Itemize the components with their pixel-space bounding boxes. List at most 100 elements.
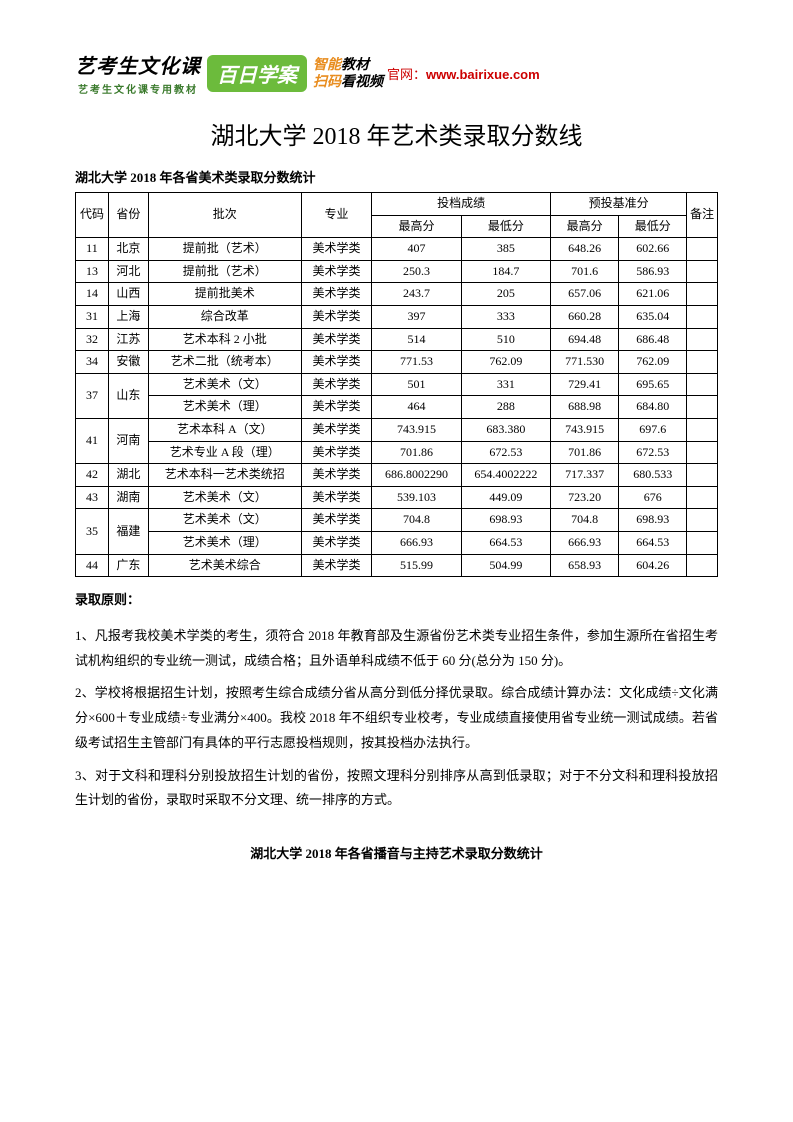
cell-score-high: 686.8002290 <box>372 464 461 487</box>
cell-base-low: 602.66 <box>619 238 687 261</box>
table-row: 44广东艺术美术综合美术学类515.99504.99658.93604.26 <box>76 554 718 577</box>
cell-note <box>687 328 718 351</box>
cell-major: 美术学类 <box>301 554 372 577</box>
cell-major: 美术学类 <box>301 238 372 261</box>
cell-base-low: 621.06 <box>619 283 687 306</box>
banner-green-badge: 百日学案 <box>207 55 307 92</box>
cell-base-high: 657.06 <box>551 283 619 306</box>
page-title: 湖北大学 2018 年艺术类录取分数线 <box>75 116 718 151</box>
cell-code: 34 <box>76 351 109 374</box>
cell-base-high: 771.530 <box>551 351 619 374</box>
cell-code: 31 <box>76 305 109 328</box>
table-row: 35福建艺术美术（文）美术学类704.8698.93704.8698.93 <box>76 509 718 532</box>
cell-code: 11 <box>76 238 109 261</box>
cell-base-low: 586.93 <box>619 260 687 283</box>
table-row: 艺术美术（理）美术学类666.93664.53666.93664.53 <box>76 531 718 554</box>
cell-batch: 综合改革 <box>148 305 301 328</box>
cell-major: 美术学类 <box>301 418 372 441</box>
cell-prov: 湖北 <box>108 464 148 487</box>
cell-score-low: 698.93 <box>461 509 550 532</box>
cell-batch: 艺术本科一艺术类统招 <box>148 464 301 487</box>
cell-base-low: 697.6 <box>619 418 687 441</box>
cell-score-high: 407 <box>372 238 461 261</box>
cell-score-low: 762.09 <box>461 351 550 374</box>
cell-note <box>687 486 718 509</box>
rule-1: 1、凡报考我校美术学类的考生，须符合 2018 年教育部及生源省份艺术类专业招生… <box>75 624 718 673</box>
cell-code: 32 <box>76 328 109 351</box>
cell-prov: 山西 <box>108 283 148 306</box>
official-site: 官网：www.bairixue.com <box>387 64 540 83</box>
gw-label: 官网： <box>387 67 426 82</box>
cell-note <box>687 464 718 487</box>
cell-score-high: 704.8 <box>372 509 461 532</box>
table-row: 37山东艺术美术（文）美术学类501331729.41695.65 <box>76 373 718 396</box>
th-major: 专业 <box>301 193 372 238</box>
cell-score-low: 664.53 <box>461 531 550 554</box>
cell-base-low: 695.65 <box>619 373 687 396</box>
cell-prov: 河南 <box>108 418 148 463</box>
cell-base-high: 723.20 <box>551 486 619 509</box>
cell-note <box>687 531 718 554</box>
cell-note <box>687 283 718 306</box>
cell-note <box>687 351 718 374</box>
gw-link[interactable]: www.bairixue.com <box>426 67 540 82</box>
table-row: 艺术专业 A 段（理）美术学类701.86672.53701.86672.53 <box>76 441 718 464</box>
cell-batch: 提前批（艺术） <box>148 238 301 261</box>
cell-batch: 艺术美术（文） <box>148 486 301 509</box>
cell-batch: 艺术美术（理） <box>148 531 301 554</box>
cell-score-high: 539.103 <box>372 486 461 509</box>
cell-base-low: 680.533 <box>619 464 687 487</box>
cell-code: 42 <box>76 464 109 487</box>
cell-prov: 上海 <box>108 305 148 328</box>
cell-score-low: 385 <box>461 238 550 261</box>
cell-prov: 安徽 <box>108 351 148 374</box>
cell-note <box>687 441 718 464</box>
cell-base-high: 660.28 <box>551 305 619 328</box>
cell-batch: 艺术二批（统考本） <box>148 351 301 374</box>
cell-base-high: 658.93 <box>551 554 619 577</box>
cell-major: 美术学类 <box>301 373 372 396</box>
cell-score-high: 250.3 <box>372 260 461 283</box>
banner-tagline: 艺考生文化课专用教材 <box>75 81 201 96</box>
table-row: 34安徽艺术二批（统考本）美术学类771.53762.09771.530762.… <box>76 351 718 374</box>
cell-major: 美术学类 <box>301 531 372 554</box>
cell-code: 41 <box>76 418 109 463</box>
th-base-high: 最高分 <box>551 215 619 238</box>
cell-score-low: 331 <box>461 373 550 396</box>
cell-score-high: 771.53 <box>372 351 461 374</box>
cell-batch: 艺术本科 2 小批 <box>148 328 301 351</box>
cell-note <box>687 305 718 328</box>
cell-score-high: 514 <box>372 328 461 351</box>
cell-batch: 艺术本科 A（文） <box>148 418 301 441</box>
cell-major: 美术学类 <box>301 351 372 374</box>
cell-note <box>687 260 718 283</box>
banner-jc: 教材 <box>341 56 369 72</box>
cell-base-low: 676 <box>619 486 687 509</box>
cell-score-high: 501 <box>372 373 461 396</box>
cell-base-high: 729.41 <box>551 373 619 396</box>
cell-score-high: 243.7 <box>372 283 461 306</box>
cell-batch: 艺术美术（文） <box>148 373 301 396</box>
cell-base-low: 635.04 <box>619 305 687 328</box>
cell-prov: 湖南 <box>108 486 148 509</box>
cell-major: 美术学类 <box>301 486 372 509</box>
table-row: 32江苏艺术本科 2 小批美术学类514510694.48686.48 <box>76 328 718 351</box>
cell-base-low: 604.26 <box>619 554 687 577</box>
cell-code: 37 <box>76 373 109 418</box>
cell-base-high: 666.93 <box>551 531 619 554</box>
cell-prov: 广东 <box>108 554 148 577</box>
cell-note <box>687 418 718 441</box>
cell-code: 13 <box>76 260 109 283</box>
cell-major: 美术学类 <box>301 509 372 532</box>
banner-sm: 扫码 <box>313 73 341 89</box>
cell-base-low: 664.53 <box>619 531 687 554</box>
table-row: 艺术美术（理）美术学类464288688.98684.80 <box>76 396 718 419</box>
cell-score-low: 504.99 <box>461 554 550 577</box>
th-code: 代码 <box>76 193 109 238</box>
cell-code: 43 <box>76 486 109 509</box>
cell-major: 美术学类 <box>301 396 372 419</box>
cell-score-low: 672.53 <box>461 441 550 464</box>
th-note: 备注 <box>687 193 718 238</box>
footer-subtitle: 湖北大学 2018 年各省播音与主持艺术录取分数统计 <box>75 843 718 862</box>
cell-score-low: 683.380 <box>461 418 550 441</box>
